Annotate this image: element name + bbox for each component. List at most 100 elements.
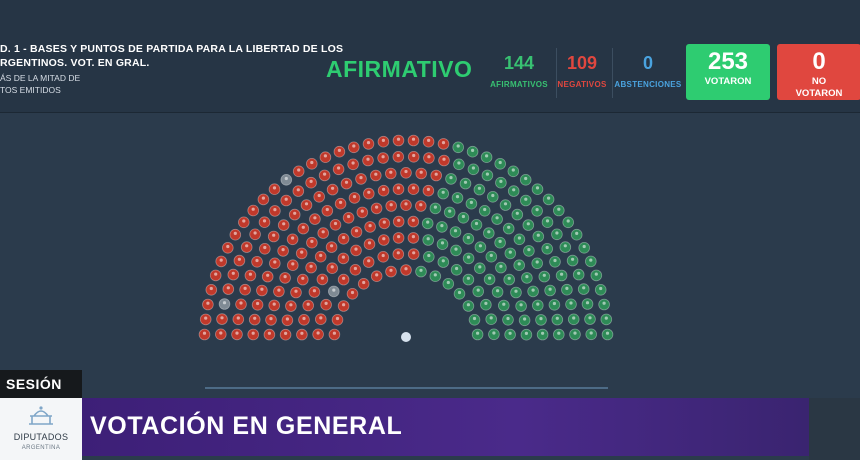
seat-member-icon [389, 268, 393, 272]
presidency-seat [401, 332, 411, 342]
seat-member-icon [419, 203, 423, 207]
tally-divider [556, 48, 557, 98]
afirmativos-label: AFIRMATIVOS [490, 80, 548, 89]
seat-member-icon [531, 288, 535, 292]
seat-member-icon [297, 168, 301, 172]
votaron-box: 253 VOTARON [686, 44, 770, 100]
afirmativos-tally: 144 AFIRMATIVOS [483, 52, 555, 90]
abstenciones-label: ABSTENCIONES [614, 80, 682, 89]
seat-member-icon [527, 248, 531, 252]
seat-member-icon [302, 316, 306, 321]
seat-member-icon [411, 137, 416, 141]
tally-divider [612, 48, 613, 98]
seat-member-icon [236, 316, 240, 320]
seat-member-icon [582, 244, 586, 249]
seat-member-icon [519, 303, 523, 307]
seat-member-icon [471, 148, 475, 152]
seat-member-icon [457, 161, 461, 165]
seat-member-icon [397, 218, 401, 222]
seat-member-icon [251, 207, 255, 211]
seat-member-icon [524, 197, 528, 201]
seat-member-icon [487, 230, 491, 234]
seat-member-icon [511, 168, 515, 172]
seat-member-icon [220, 316, 224, 320]
seat-member-icon [382, 187, 386, 191]
no-votaron-count: 0 [812, 48, 826, 75]
seat-member-icon [517, 262, 521, 266]
seat-member-icon [491, 193, 495, 198]
seat-member-icon [507, 225, 511, 229]
seat-member-icon [469, 200, 473, 204]
seat-member-icon [284, 176, 288, 181]
seat-member-icon [360, 209, 364, 213]
seat-member-icon [335, 316, 340, 321]
seat-member-icon [352, 144, 356, 148]
seat-member-icon [575, 231, 579, 235]
seat-member-icon [368, 224, 372, 228]
seat-member-icon [455, 266, 459, 271]
seat-member-icon [566, 219, 570, 223]
seat-member-icon [496, 289, 500, 293]
seat-member-icon [396, 137, 401, 141]
seat-member-icon [396, 186, 401, 190]
vote-title-line1: D. 1 - BASES Y PUNTOS DE PARTIDA PARA LA… [0, 43, 344, 55]
seat-member-icon [555, 231, 559, 235]
seat-member-icon [367, 190, 371, 194]
seat-member-icon [419, 170, 423, 174]
seat-member-icon [471, 166, 475, 170]
seat-member-icon [449, 176, 453, 180]
seat-member-icon [454, 247, 458, 251]
seat-member-icon [506, 316, 510, 321]
seat-member-icon [226, 244, 230, 249]
seat-member-icon [382, 220, 386, 224]
seat-member-icon [289, 303, 293, 307]
seat-member-icon [222, 301, 227, 305]
seat-member-icon [242, 219, 246, 223]
seat-member-icon [263, 245, 267, 250]
seat-member-icon [341, 255, 345, 259]
seat-member-icon [411, 218, 415, 222]
seat-member-icon [411, 235, 415, 239]
seat-member-icon [523, 317, 527, 321]
seat-member-icon [433, 205, 437, 209]
seat-member-icon [375, 273, 379, 277]
presidency-seat-icon [401, 332, 411, 342]
seat-member-icon [599, 286, 603, 291]
seat-member-icon [508, 250, 512, 254]
seat-member-icon [337, 166, 341, 170]
seat-member-icon [342, 303, 346, 307]
seat-member-icon [571, 257, 575, 261]
seat-member-icon [484, 301, 488, 305]
vote-title-line2: RGENTINOS. VOT. EN GRAL. [0, 57, 150, 69]
seat-member-icon [291, 236, 295, 240]
seat-member-icon [565, 286, 569, 290]
seat-member-icon [375, 205, 379, 209]
seat-member-icon [296, 188, 300, 192]
seat-member-icon [507, 276, 511, 280]
seat-member-icon [489, 253, 493, 257]
seat-member-icon [404, 169, 408, 174]
seat-member-icon [366, 141, 371, 145]
chamber-logo: DIPUTADOS ARGENTINA [0, 398, 82, 460]
seat-member-icon [474, 221, 479, 226]
seat-member-icon [448, 209, 452, 213]
seat-member-icon [272, 186, 277, 190]
seat-member-icon [512, 188, 516, 192]
seat-member-icon [350, 290, 355, 295]
seat-member-icon [381, 155, 385, 159]
seat-member-icon [441, 259, 445, 263]
seat-member-icon [552, 301, 557, 306]
seat-member-icon [354, 247, 358, 251]
seat-member-icon [362, 280, 366, 285]
seat-member-icon [396, 153, 400, 158]
seat-member-icon [589, 258, 593, 262]
seat-member-icon [476, 288, 480, 292]
result-label: AFIRMATIVO [326, 56, 473, 82]
corner-panel [809, 398, 860, 460]
seat-member-icon [498, 239, 502, 243]
seat-member-icon [291, 262, 295, 266]
seat-member-icon [545, 245, 549, 250]
seat-member-icon [209, 286, 213, 291]
seat-member-icon [536, 302, 540, 306]
seat-member-icon [434, 172, 438, 176]
